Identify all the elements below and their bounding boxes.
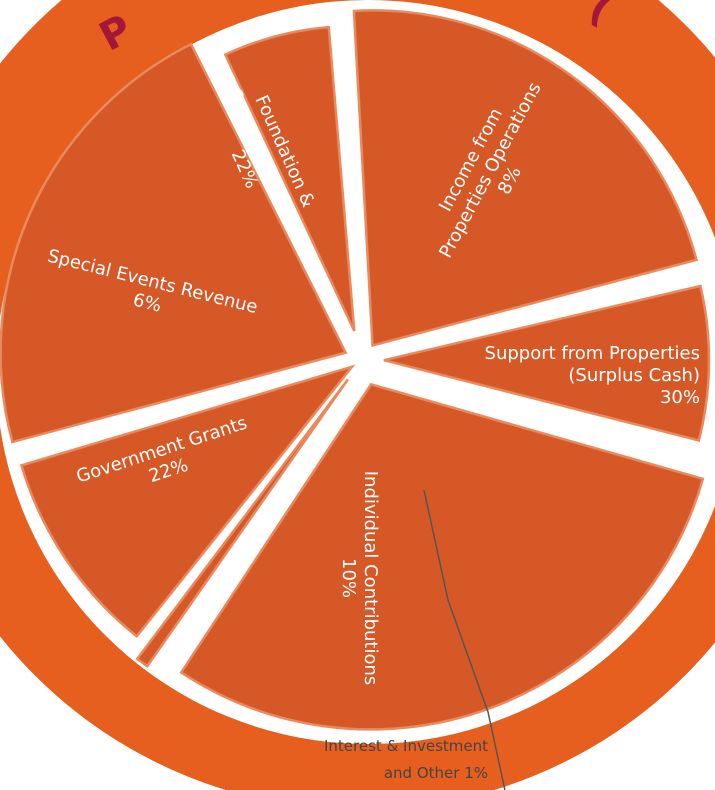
- pie-slice-individual-contributions: [19, 364, 356, 639]
- pie-slice-special-events-revenue: [223, 25, 356, 332]
- pie-slice-interest-investment-other: [135, 378, 349, 668]
- pie-slices: [0, 9, 711, 731]
- pie-slice-income-from-properties-operations: [383, 284, 711, 442]
- pie-slice-foundation-corporate-grants: [352, 9, 698, 348]
- slice-label-line: Support from Properties: [485, 343, 700, 364]
- pie-slice-support-from-properties: [179, 382, 705, 731]
- callout-label-line-2: and Other 1%: [384, 764, 488, 782]
- slice-label-line: 10%: [338, 558, 359, 598]
- callout-line: [423, 489, 506, 790]
- slice-label-individual-contributions: Individual Contributions10%: [338, 471, 381, 686]
- slice-label-line: 30%: [660, 387, 700, 408]
- slice-label-line: (Surplus Cash): [568, 365, 700, 386]
- callout-label-line-1: Interest & Investment: [324, 737, 488, 755]
- slice-label-support-from-properties: Support from Properties (Surplus Cash) 30%: [485, 343, 700, 408]
- pie-slice-government-grants: [0, 42, 348, 444]
- slice-label-line: Individual Contributions: [360, 471, 381, 686]
